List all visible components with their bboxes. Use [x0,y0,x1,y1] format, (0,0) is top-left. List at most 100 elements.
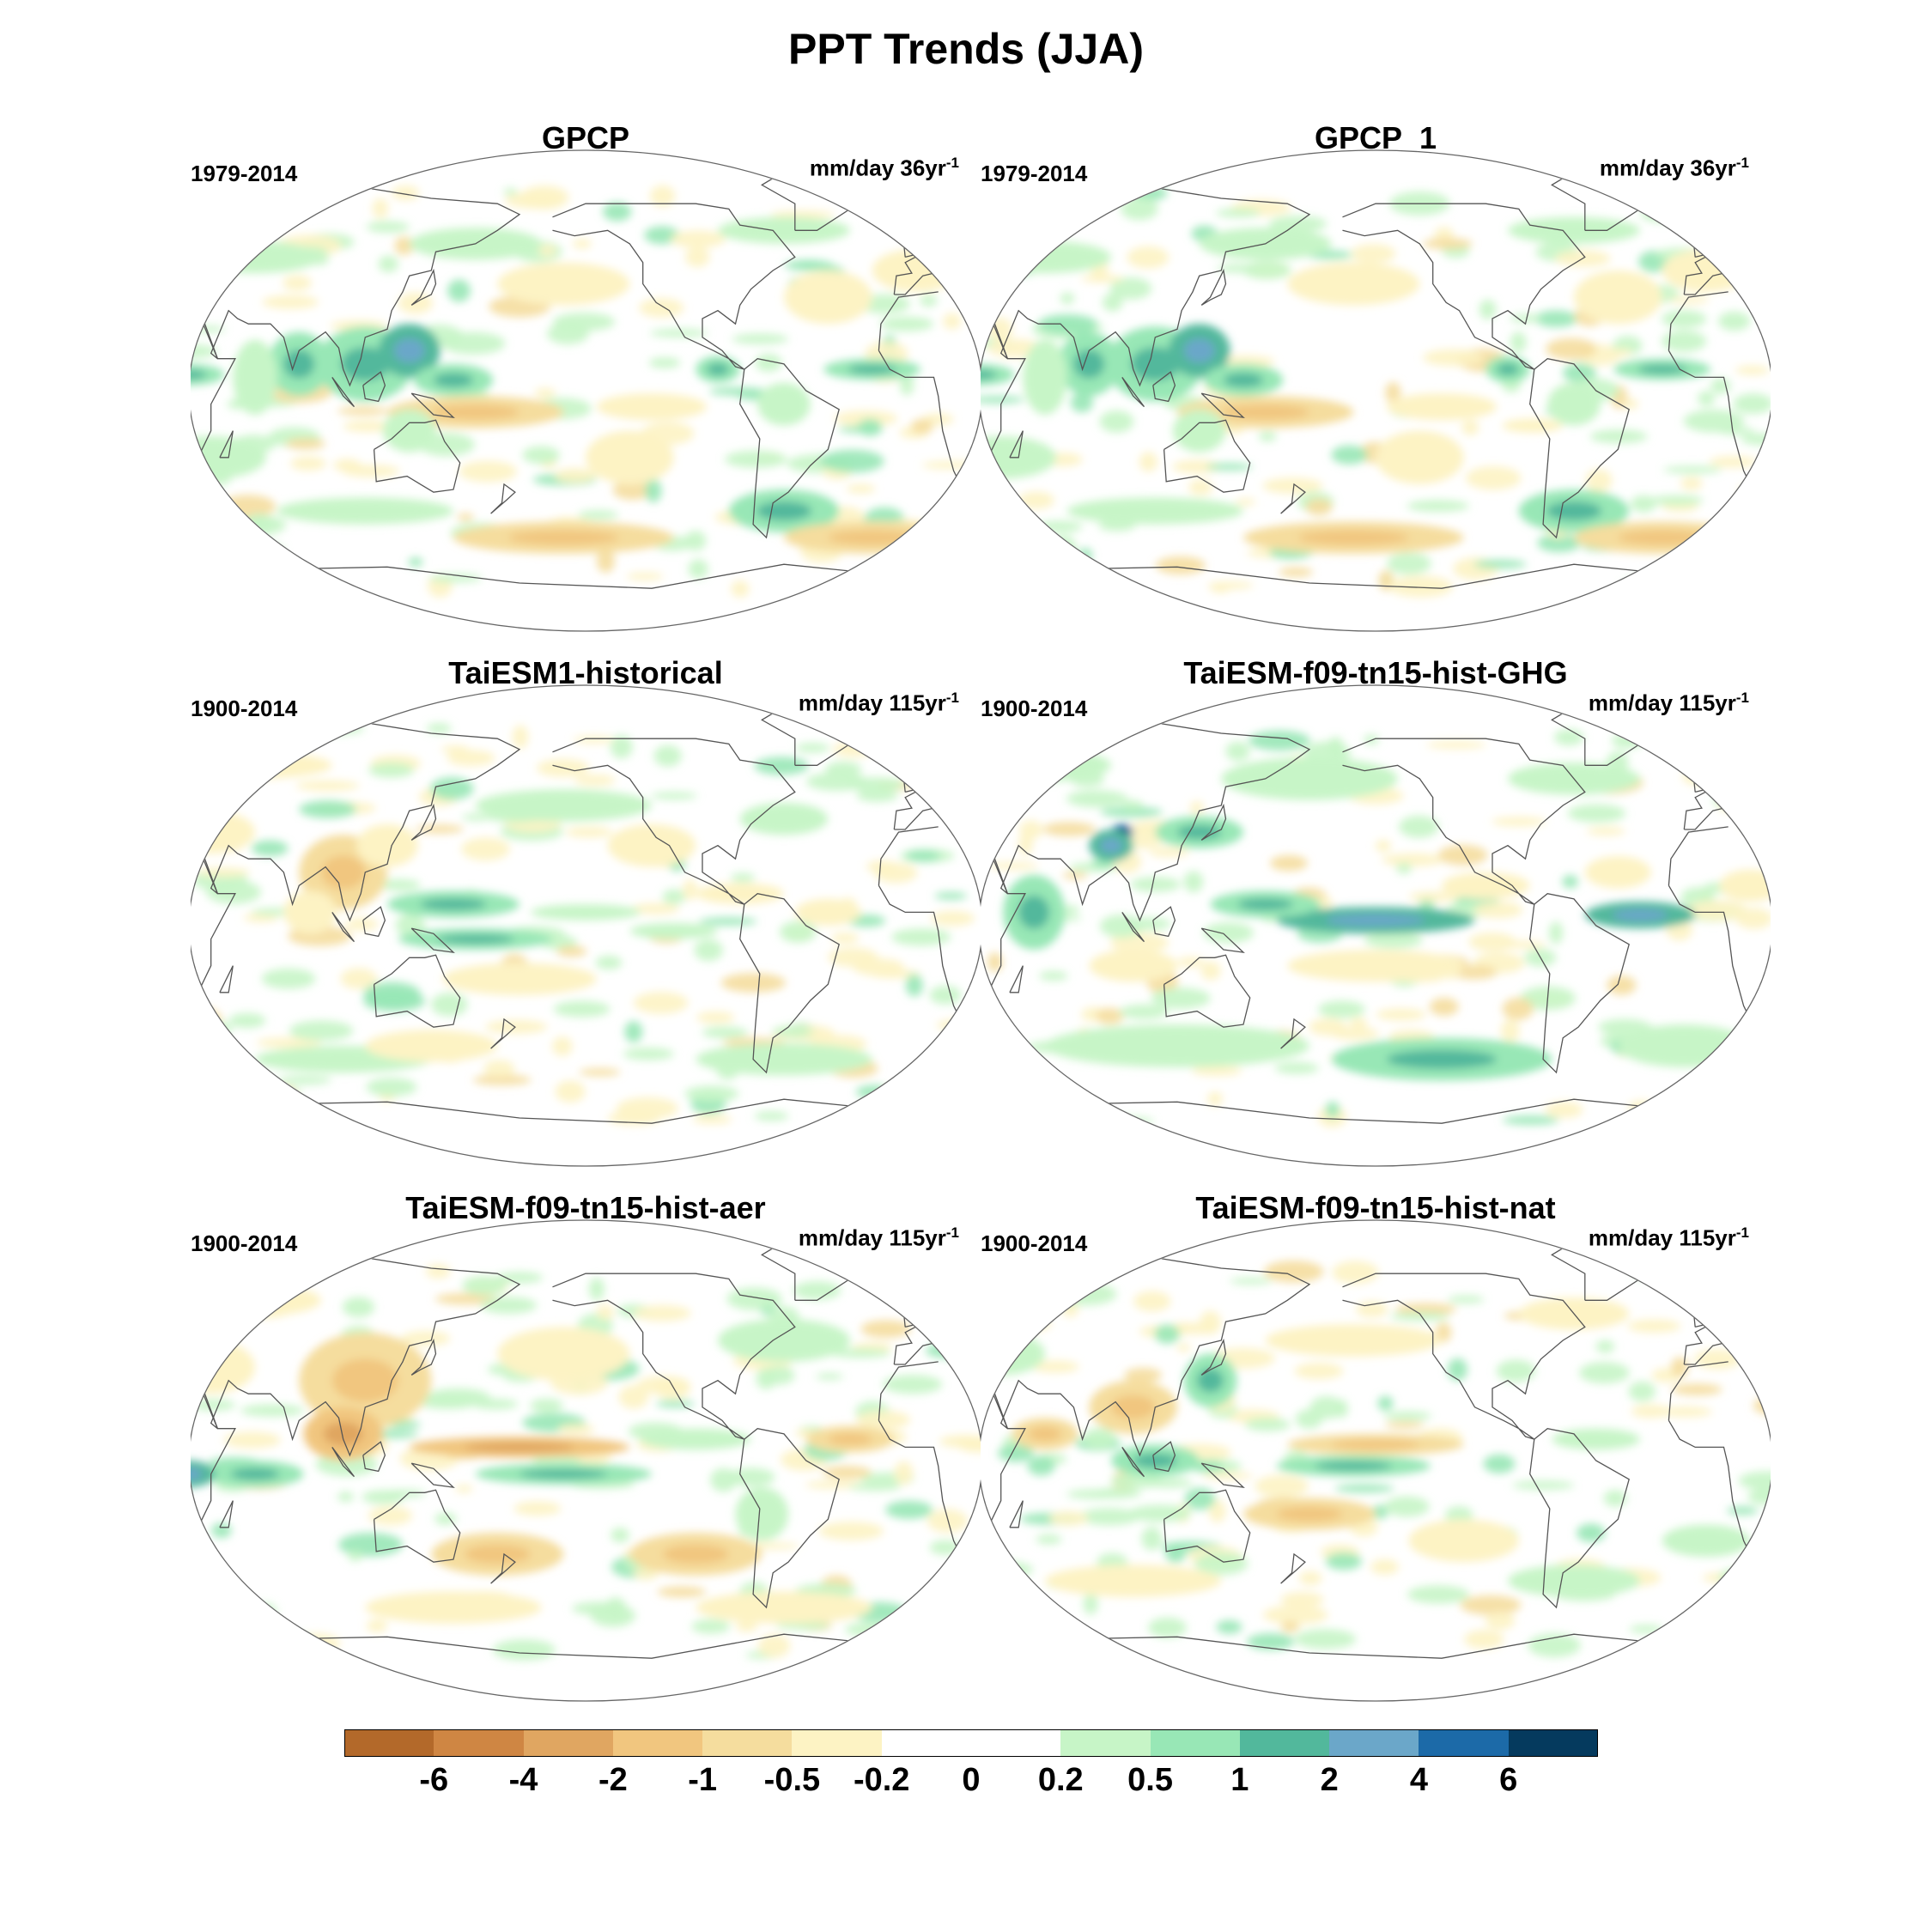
trend-region [1287,950,1464,982]
trend-patch [931,910,975,927]
trend-core [828,1433,872,1446]
trend-patch [1038,314,1098,335]
coastline [552,1273,796,1440]
panel-gpcp-1: GPCP_1 1979-2014 mm/day 36yr-1 [981,120,1771,653]
trend-region [1442,872,1530,899]
trend-core [519,1469,608,1479]
trend-core [1100,838,1122,854]
trend-patch [340,968,378,989]
trend-patch [1046,1267,1109,1278]
trend-region [1287,262,1420,306]
trend-patch [610,735,633,759]
trend-core [508,530,619,545]
trend-patch [1080,275,1124,283]
trend-patch [1070,392,1093,413]
trend-patch [981,507,1015,520]
trend-core [321,855,366,890]
trend-patch [895,751,945,762]
trend-patch [1698,391,1716,406]
map-gpcp-1 [981,149,1771,632]
trend-patch [829,1348,890,1358]
trend-patch [1759,185,1771,200]
trend-patch [919,295,938,307]
trend-patch [1607,975,1637,995]
trend-patch [1627,1319,1681,1333]
panel-units: mm/day 36yr-1 [809,155,959,181]
coastline [1200,1338,1227,1376]
trend-patch [1009,557,1036,568]
panel-title: GPCP [541,120,630,155]
trend-patch [1109,933,1170,953]
trend-core [1073,349,1105,379]
trend-patch [1460,1595,1522,1615]
trend-patch [981,1346,1019,1354]
trend-patch [1206,463,1253,471]
panel-title: TaiESM1-historical [448,655,723,690]
trend-patch [579,1068,621,1077]
trend-region [872,249,961,292]
trend-patch [1078,1508,1140,1526]
trend-patch [573,736,615,744]
trend-patch [981,1279,1012,1292]
trend-patch [939,1080,981,1091]
trend-patch [1450,965,1498,980]
coastline [739,358,840,539]
trend-patch [1720,1067,1739,1091]
trend-region [1584,856,1651,889]
coastline [1200,1462,1245,1489]
trend-patch [1741,727,1761,751]
trend-patch [1154,1324,1180,1344]
trend-patch [998,1444,1035,1462]
trend-region [981,749,1111,782]
coastline [1152,1441,1176,1473]
trend-region [1045,1564,1222,1597]
trend-patch [1217,264,1258,273]
trend-patch [1375,840,1392,853]
trend-core [1133,1453,1177,1468]
coastline [331,912,355,943]
coastline [1280,1018,1306,1049]
trend-patch [883,1375,943,1394]
coastline [1200,268,1227,306]
trend-region [276,497,453,525]
trend-patch [1502,418,1563,433]
trend-patch [206,880,262,904]
trend-patch [1623,398,1639,410]
trend-patch [434,1512,457,1525]
trend-patch [1429,997,1459,1017]
trend-patch [757,1634,791,1658]
trend-patch [805,1480,864,1489]
trend-core [662,1544,729,1564]
trend-patch [1305,498,1333,516]
trend-patch [1331,445,1368,465]
trend-patch [504,191,562,210]
trend-patch [1298,1571,1322,1586]
trend-patch [832,741,875,757]
trend-patch [1215,208,1261,218]
trend-region [1023,339,1067,415]
trend-patch [1510,313,1541,323]
trend-patch [1083,1593,1098,1615]
trend-patch [710,1467,738,1492]
trend-region [1265,1324,1442,1357]
panel-gpcp: GPCP 1979-2014 mm/day 36yr-1 [191,120,981,653]
trend-patch [903,1100,968,1123]
colorbar-box [1508,1729,1599,1757]
trend-patch [461,813,493,821]
figure-title: PPT Trends (JJA) [788,25,1144,73]
trend-patch [883,1084,939,1093]
trend-patch [574,775,616,787]
trend-patch [1589,429,1648,444]
trend-patch [1110,1473,1163,1489]
trend-patch [191,1399,236,1411]
trend-patch [618,1385,649,1409]
trend-patch [657,1586,707,1598]
trend-patch [925,1343,969,1358]
trend-patch [684,1085,739,1103]
trend-core [1315,1461,1393,1471]
panel-hist-nat: TaiESM-f09-tn15-hist-nat 1900-2014 mm/da… [981,1190,1771,1722]
trend-patch [1127,246,1170,269]
coastline [1163,1489,1251,1563]
trend-patch [732,333,789,344]
trend-core [1546,501,1602,521]
